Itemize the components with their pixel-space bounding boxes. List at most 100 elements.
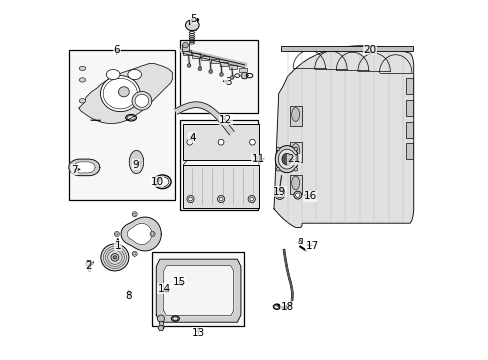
Text: 5: 5: [190, 14, 196, 24]
Circle shape: [249, 139, 255, 145]
Bar: [151, 252, 244, 326]
Polygon shape: [174, 102, 234, 135]
Polygon shape: [156, 259, 241, 322]
Bar: [289, 142, 302, 162]
Ellipse shape: [127, 69, 141, 80]
Bar: [201, 56, 209, 60]
Bar: [182, 50, 190, 55]
Ellipse shape: [111, 253, 119, 261]
Bar: [289, 175, 302, 194]
Ellipse shape: [101, 244, 129, 271]
Circle shape: [298, 241, 301, 244]
Circle shape: [150, 231, 155, 237]
Text: 11: 11: [251, 154, 264, 164]
Text: 16: 16: [303, 191, 316, 201]
Circle shape: [157, 315, 164, 322]
Text: 15: 15: [172, 276, 185, 287]
Polygon shape: [79, 63, 172, 123]
Bar: [238, 68, 246, 72]
Text: 9: 9: [132, 160, 139, 170]
Circle shape: [293, 191, 301, 199]
Circle shape: [116, 233, 118, 235]
Circle shape: [230, 76, 234, 79]
Bar: [298, 238, 302, 243]
Polygon shape: [127, 224, 152, 244]
Circle shape: [132, 212, 137, 217]
Bar: [192, 53, 200, 58]
Ellipse shape: [113, 256, 117, 259]
Bar: [159, 321, 163, 327]
Text: 8: 8: [125, 291, 132, 301]
Circle shape: [219, 73, 223, 76]
Polygon shape: [69, 159, 100, 176]
Polygon shape: [241, 72, 247, 79]
Polygon shape: [85, 261, 92, 266]
Ellipse shape: [135, 94, 148, 107]
Ellipse shape: [275, 145, 298, 172]
Ellipse shape: [185, 20, 199, 31]
Polygon shape: [73, 162, 95, 173]
Text: 20: 20: [363, 45, 376, 55]
Bar: [180, 40, 257, 113]
Bar: [405, 122, 412, 138]
Polygon shape: [158, 325, 163, 330]
Circle shape: [186, 195, 194, 203]
Ellipse shape: [276, 190, 283, 198]
Circle shape: [218, 139, 224, 145]
Text: 4: 4: [188, 132, 195, 143]
Circle shape: [198, 67, 201, 71]
Circle shape: [114, 231, 119, 237]
Ellipse shape: [278, 149, 295, 169]
Ellipse shape: [79, 99, 85, 103]
Text: 12: 12: [219, 114, 232, 125]
Bar: [280, 46, 412, 51]
Bar: [220, 62, 227, 66]
Text: 7: 7: [71, 165, 78, 175]
Bar: [289, 106, 302, 126]
Ellipse shape: [291, 144, 299, 157]
Polygon shape: [163, 266, 233, 316]
Ellipse shape: [79, 66, 85, 71]
Text: 17: 17: [305, 240, 318, 251]
Circle shape: [151, 233, 153, 235]
Polygon shape: [121, 217, 161, 251]
Circle shape: [249, 197, 253, 201]
Circle shape: [132, 251, 137, 256]
Bar: [183, 165, 258, 208]
Circle shape: [293, 147, 297, 151]
Text: 18: 18: [280, 302, 293, 312]
Ellipse shape: [106, 69, 120, 80]
Circle shape: [188, 197, 192, 201]
Bar: [183, 124, 258, 160]
Bar: [210, 59, 218, 63]
Circle shape: [208, 70, 212, 73]
Ellipse shape: [118, 87, 129, 97]
Text: 10: 10: [150, 177, 163, 187]
Bar: [405, 100, 412, 116]
Bar: [229, 65, 237, 69]
Text: 6: 6: [113, 45, 120, 55]
Bar: [180, 120, 257, 210]
Circle shape: [276, 147, 279, 151]
Text: 2: 2: [85, 261, 92, 271]
Circle shape: [187, 64, 190, 67]
Bar: [183, 124, 258, 160]
Ellipse shape: [79, 78, 85, 82]
Ellipse shape: [291, 176, 299, 190]
Ellipse shape: [282, 153, 291, 165]
Text: 13: 13: [191, 328, 204, 338]
Circle shape: [219, 197, 223, 201]
Text: 14: 14: [158, 284, 171, 294]
Text: 21: 21: [287, 154, 300, 164]
Circle shape: [295, 193, 299, 197]
Circle shape: [186, 139, 192, 145]
Text: 1: 1: [114, 240, 121, 251]
Bar: [405, 143, 412, 159]
Bar: [183, 165, 258, 208]
Bar: [182, 44, 189, 51]
Circle shape: [133, 213, 136, 215]
Ellipse shape: [291, 108, 299, 121]
Bar: [69, 50, 175, 200]
Circle shape: [133, 253, 136, 255]
Bar: [189, 25, 195, 30]
